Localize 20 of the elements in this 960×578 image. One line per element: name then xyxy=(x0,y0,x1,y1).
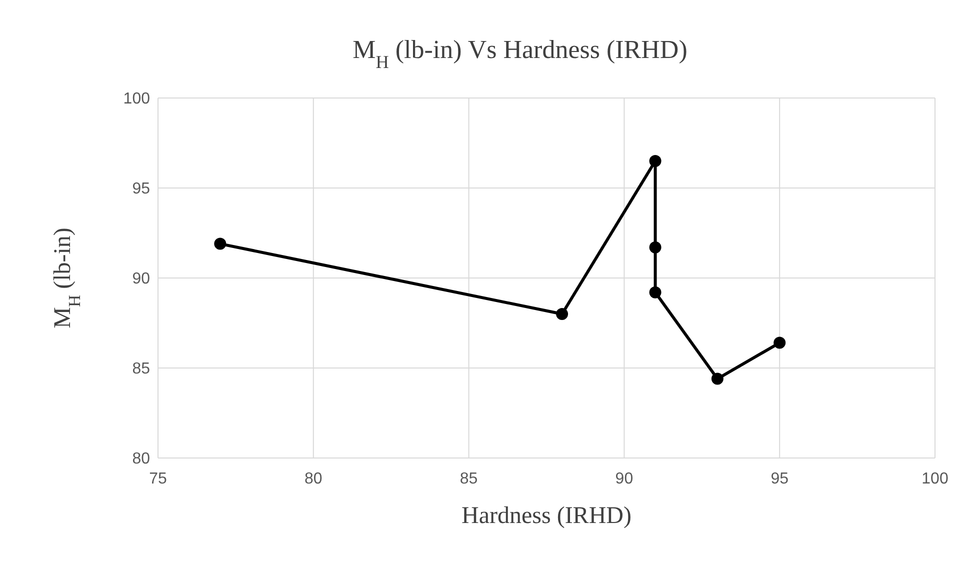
x-axis-title: Hardness (IRHD) xyxy=(462,503,632,529)
x-tick-label: 80 xyxy=(304,470,322,488)
y-tick-label: 80 xyxy=(132,450,150,468)
y-tick-label: 100 xyxy=(123,90,150,108)
point xyxy=(214,238,226,250)
x-tick-label: 75 xyxy=(149,470,167,488)
x-tick-label: 95 xyxy=(770,470,789,488)
chart-title: M$_{H}$ (lb-in) Vs Hardness (IRHD) xyxy=(352,35,688,72)
x-tick-label: 85 xyxy=(460,470,478,488)
y-tick-label: 90 xyxy=(132,270,150,288)
y-tick-label: 95 xyxy=(132,180,150,198)
x-tick-label: 100 xyxy=(922,470,948,488)
point xyxy=(649,286,662,298)
x-tick-label: 90 xyxy=(615,470,634,488)
y-tick-label: 85 xyxy=(132,360,150,378)
point xyxy=(711,372,724,385)
point xyxy=(649,241,662,254)
point xyxy=(556,308,568,320)
point xyxy=(649,155,662,167)
point xyxy=(774,336,786,349)
